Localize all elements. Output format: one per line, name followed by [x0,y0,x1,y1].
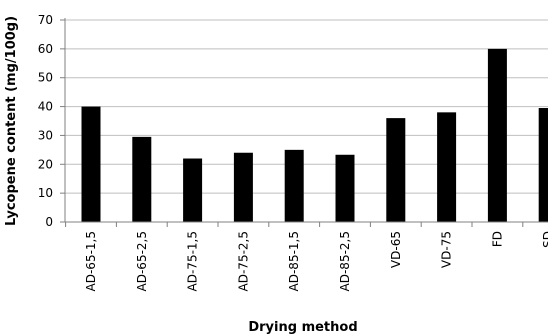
bar [284,149,304,222]
bar [386,118,406,222]
bar [132,136,152,222]
x-tick-label: AD-75-1,5 [186,231,200,291]
x-axis-title: Drying method [248,320,357,335]
x-tick-label: AD-75-2,5 [236,231,250,291]
bar [538,108,548,222]
x-tick-label: VD-65 [389,231,403,268]
bar [233,152,253,222]
bar [183,158,203,222]
bar [487,48,507,222]
y-tick-label: 40 [38,100,53,114]
y-tick-label: 0 [45,215,53,229]
x-tick-label: FD [490,231,504,247]
y-tick-label: 70 [38,13,53,27]
x-tick-label: AD-65-2,5 [135,231,149,291]
axes [60,18,548,227]
x-tick-label: SD [541,231,548,248]
y-tick-label: 20 [38,157,53,171]
y-tick-label: 60 [38,42,53,56]
y-axis-title: Lycopene content (mg/100g) [4,16,19,226]
x-tick-label: VD-75 [440,231,454,268]
bar [335,154,355,222]
x-tick-label: AD-65-1,5 [84,231,98,291]
bar [437,112,457,222]
y-tick-label: 50 [38,71,53,85]
bar [81,106,101,222]
x-tick-label: AD-85-2,5 [338,231,352,291]
bars [81,48,548,222]
y-tick-label: 10 [38,186,53,200]
y-tick-labels: 0 10 20 30 40 50 60 70 [38,13,53,229]
x-tick-labels: AD-65-1,5 AD-65-2,5 AD-75-1,5 AD-75-2,5 AD-8… [84,231,548,291]
x-tick-label: AD-85-1,5 [287,231,301,291]
y-tick-label: 30 [38,128,53,142]
